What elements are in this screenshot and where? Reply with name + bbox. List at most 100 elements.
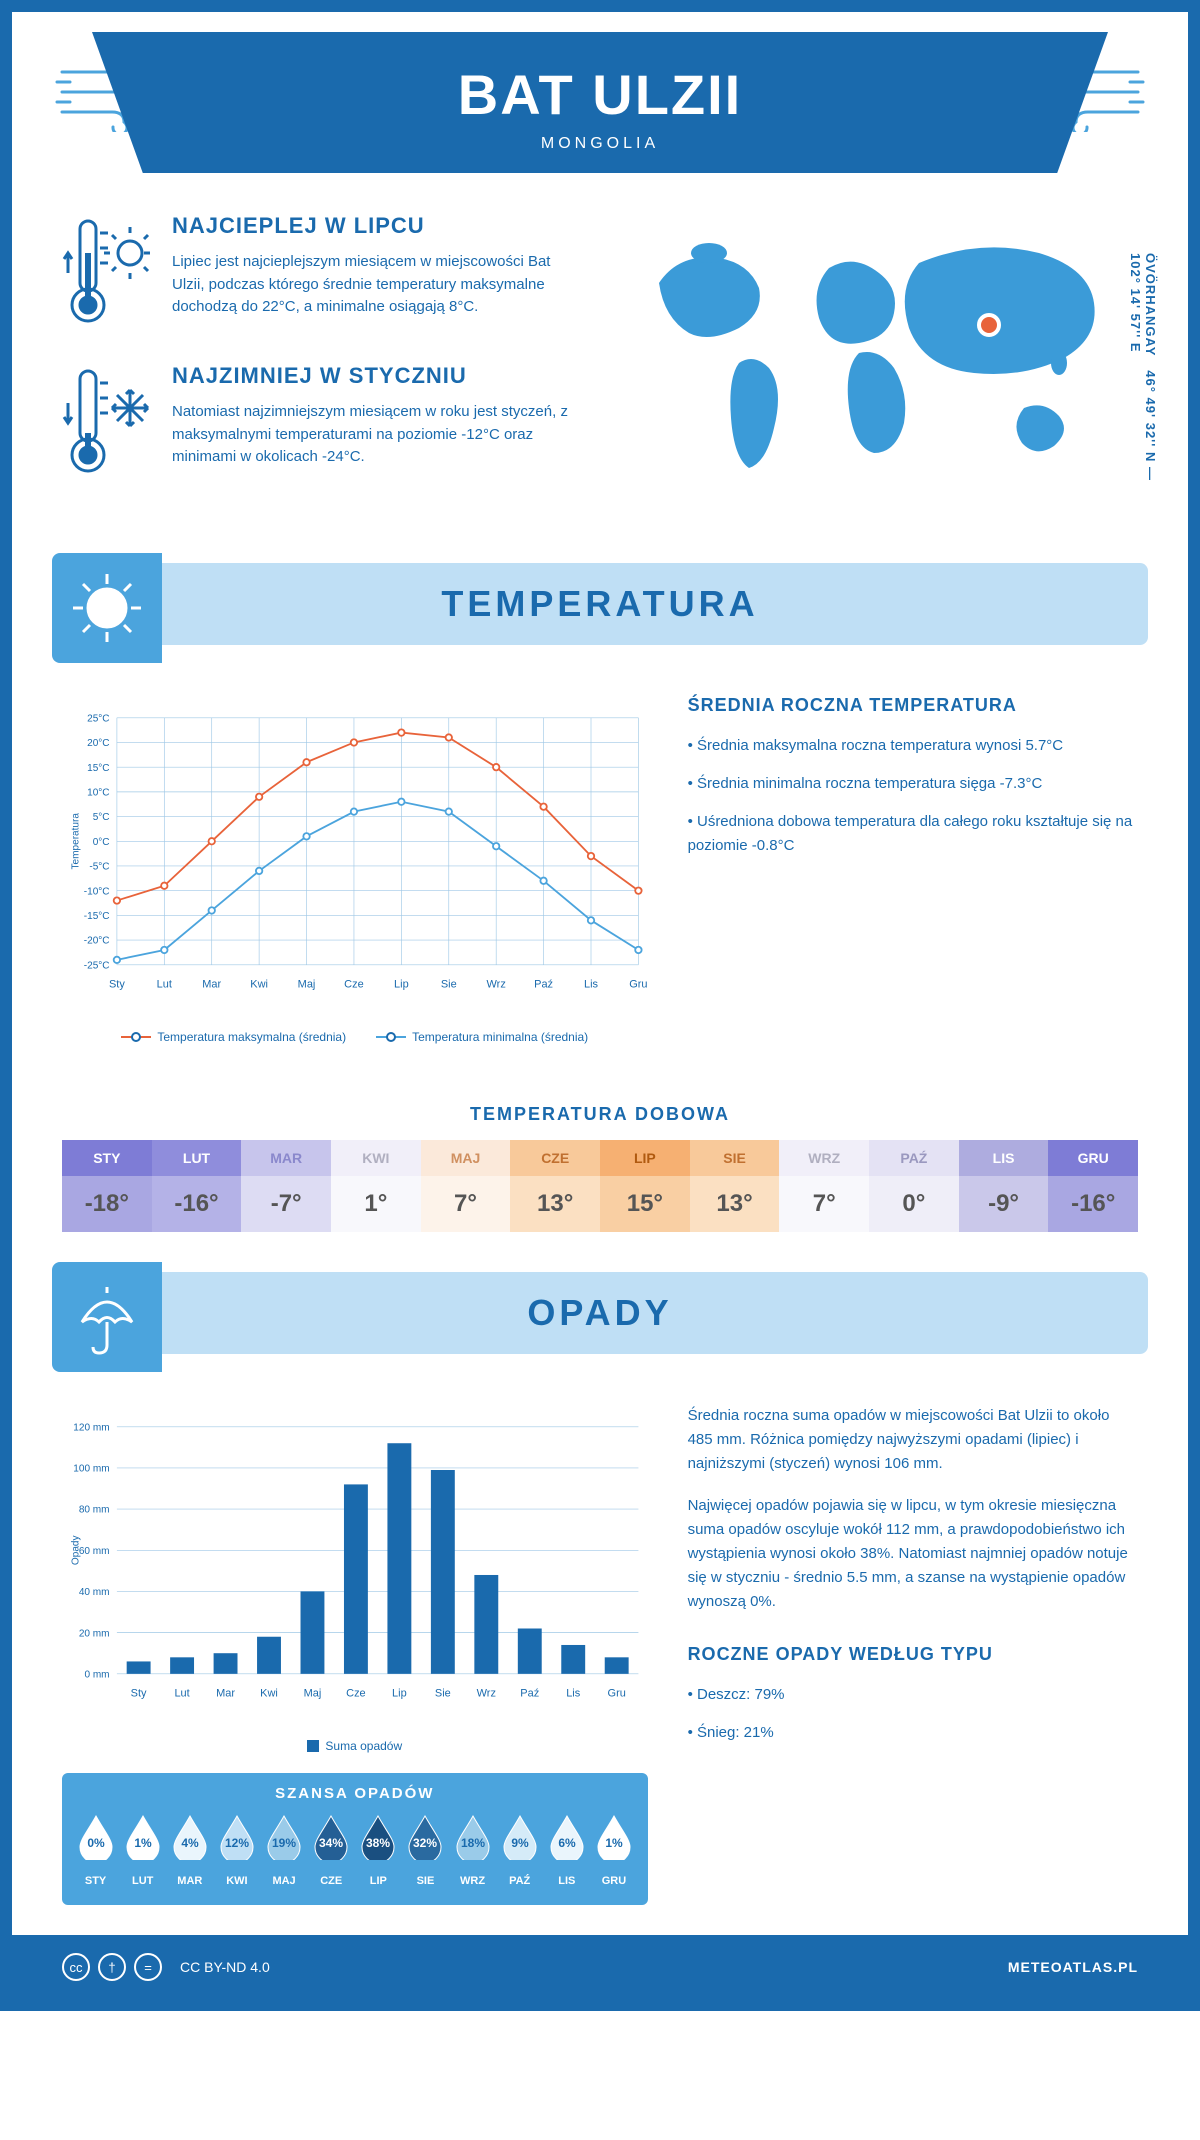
precip-body: 0 mm20 mm40 mm60 mm80 mm100 mm120 mmStyL… <box>12 1374 1188 1935</box>
svg-text:120 mm: 120 mm <box>73 1422 109 1433</box>
bar-legend-swatch <box>307 1740 319 1752</box>
rain-chance-title: SZANSA OPADÓW <box>62 1785 648 1802</box>
daily-value: -9° <box>959 1176 1049 1232</box>
svg-text:Mar: Mar <box>202 979 221 991</box>
drop-month: LIP <box>359 1875 397 1887</box>
rain-drop-cell: 34% CZE <box>312 1814 350 1887</box>
svg-text:Lut: Lut <box>174 1688 189 1700</box>
daily-month: LIS <box>959 1140 1049 1176</box>
daily-temp-cell: MAR -7° <box>241 1140 331 1232</box>
license-block: cc † = CC BY-ND 4.0 <box>62 1953 270 1981</box>
precip-para: Średnia roczna suma opadów w miejscowośc… <box>688 1404 1138 1476</box>
svg-text:0°C: 0°C <box>93 837 110 848</box>
daily-value: 13° <box>510 1176 600 1232</box>
bar-chart-area: 0 mm20 mm40 mm60 mm80 mm100 mm120 mmStyL… <box>62 1404 648 1905</box>
daily-value: 15° <box>600 1176 690 1232</box>
daily-temp-cell: GRU -16° <box>1048 1140 1138 1232</box>
rain-drop-cell: 38% LIP <box>359 1814 397 1887</box>
thermometer-hot-icon <box>62 213 152 333</box>
raindrop-icon: 34% <box>312 1814 350 1860</box>
svg-text:Paź: Paź <box>520 1688 539 1700</box>
daily-temp-title: TEMPERATURA DOBOWA <box>12 1104 1188 1125</box>
svg-text:Gru: Gru <box>629 979 647 991</box>
daily-month: MAJ <box>421 1140 511 1176</box>
drop-month: LUT <box>124 1875 162 1887</box>
raindrop-icon: 18% <box>454 1814 492 1860</box>
warm-block: NAJCIEPLEJ W LIPCU Lipiec jest najcieple… <box>62 213 580 333</box>
legend-label: Temperatura minimalna (średnia) <box>412 1030 588 1044</box>
region-label: ÖVÖRHANGAY <box>1143 253 1158 356</box>
temp-bullet: • Średnia maksymalna roczna temperatura … <box>688 734 1138 758</box>
svg-text:Wrz: Wrz <box>477 1688 496 1700</box>
daily-temp-cell: WRZ 7° <box>779 1140 869 1232</box>
svg-text:18%: 18% <box>461 1836 485 1850</box>
svg-text:12%: 12% <box>225 1836 249 1850</box>
type-bullet: • Deszcz: 79% <box>688 1683 1138 1707</box>
svg-text:Lis: Lis <box>566 1688 581 1700</box>
cold-text-block: NAJZIMNIEJ W STYCZNIU Natomiast najzimni… <box>172 363 580 483</box>
daily-month: WRZ <box>779 1140 869 1176</box>
drop-month: PAŹ <box>501 1875 539 1887</box>
drop-month: MAR <box>171 1875 209 1887</box>
temp-bullet: • Średnia minimalna roczna temperatura s… <box>688 772 1138 796</box>
svg-text:-25°C: -25°C <box>84 960 110 971</box>
raindrop-icon: 1% <box>595 1814 633 1860</box>
daily-month: STY <box>62 1140 152 1176</box>
svg-text:34%: 34% <box>319 1836 343 1850</box>
svg-text:1%: 1% <box>134 1836 152 1850</box>
svg-text:20 mm: 20 mm <box>79 1628 110 1639</box>
site-label: METEOATLAS.PL <box>1008 1959 1138 1975</box>
cold-text: Natomiast najzimniejszym miesiącem w rok… <box>172 401 580 469</box>
svg-text:100 mm: 100 mm <box>73 1464 109 1475</box>
daily-month: MAR <box>241 1140 331 1176</box>
precip-para: Najwięcej opadów pojawia się w lipcu, w … <box>688 1494 1138 1614</box>
rain-drop-cell: 18% WRZ <box>454 1814 492 1887</box>
svg-text:6%: 6% <box>558 1836 576 1850</box>
svg-text:Opady: Opady <box>70 1535 81 1565</box>
temperature-line-chart: -25°C-20°C-15°C-10°C-5°C0°C5°C10°C15°C20… <box>62 695 648 1015</box>
rain-drop-cell: 4% MAR <box>171 1814 209 1887</box>
daily-month: GRU <box>1048 1140 1138 1176</box>
cold-block: NAJZIMNIEJ W STYCZNIU Natomiast najzimni… <box>62 363 580 483</box>
svg-text:Gru: Gru <box>608 1688 626 1700</box>
precip-paragraphs: Średnia roczna suma opadów w miejscowośc… <box>688 1404 1138 1614</box>
svg-text:15°C: 15°C <box>87 763 109 774</box>
world-map <box>620 213 1138 493</box>
thermometer-cold-icon <box>62 363 152 483</box>
intro-right: ÖVÖRHANGAY 46° 49' 32'' N — 102° 14' 57'… <box>620 213 1138 513</box>
precip-type-heading: ROCZNE OPADY WEDŁUG TYPU <box>688 1644 1138 1665</box>
svg-text:Maj: Maj <box>304 1688 322 1700</box>
raindrop-icon: 38% <box>359 1814 397 1860</box>
drop-month: MAJ <box>265 1875 303 1887</box>
map-marker-icon <box>979 315 999 335</box>
by-icon: † <box>98 1953 126 1981</box>
drop-month: SIE <box>406 1875 444 1887</box>
svg-text:60 mm: 60 mm <box>79 1546 110 1557</box>
svg-text:Cze: Cze <box>346 1688 366 1700</box>
svg-text:19%: 19% <box>272 1836 296 1850</box>
daily-month: LIP <box>600 1140 690 1176</box>
svg-text:Maj: Maj <box>298 979 316 991</box>
svg-text:Kwi: Kwi <box>250 979 268 991</box>
daily-value: -7° <box>241 1176 331 1232</box>
daily-value: 0° <box>869 1176 959 1232</box>
temp-bullets: • Średnia maksymalna roczna temperatura … <box>688 734 1138 858</box>
svg-text:Paź: Paź <box>534 979 553 991</box>
page-subtitle: MONGOLIA <box>92 135 1108 153</box>
rain-drop-cell: 19% MAJ <box>265 1814 303 1887</box>
line-chart-area: -25°C-20°C-15°C-10°C-5°C0°C5°C10°C15°C20… <box>62 695 648 1044</box>
svg-text:Sie: Sie <box>441 979 457 991</box>
daily-value: 13° <box>690 1176 780 1232</box>
intro-left: NAJCIEPLEJ W LIPCU Lipiec jest najcieple… <box>62 213 580 513</box>
svg-text:Lut: Lut <box>157 979 172 991</box>
daily-temp-strip: STY -18° LUT -16° MAR -7° KWI 1° MAJ 7° … <box>62 1140 1138 1232</box>
rain-drop-cell: 0% STY <box>77 1814 115 1887</box>
page: BAT ULZII MONGOLIA <box>0 0 1200 2011</box>
warm-heading: NAJCIEPLEJ W LIPCU <box>172 213 580 239</box>
svg-text:38%: 38% <box>366 1836 390 1850</box>
avg-temp-heading: ŚREDNIA ROCZNA TEMPERATURA <box>688 695 1138 716</box>
rain-drop-cell: 32% SIE <box>406 1814 444 1887</box>
rain-chance-panel: SZANSA OPADÓW 0% STY 1% LUT 4% MAR 12% <box>62 1773 648 1905</box>
svg-text:40 mm: 40 mm <box>79 1587 110 1598</box>
svg-text:Wrz: Wrz <box>487 979 506 991</box>
